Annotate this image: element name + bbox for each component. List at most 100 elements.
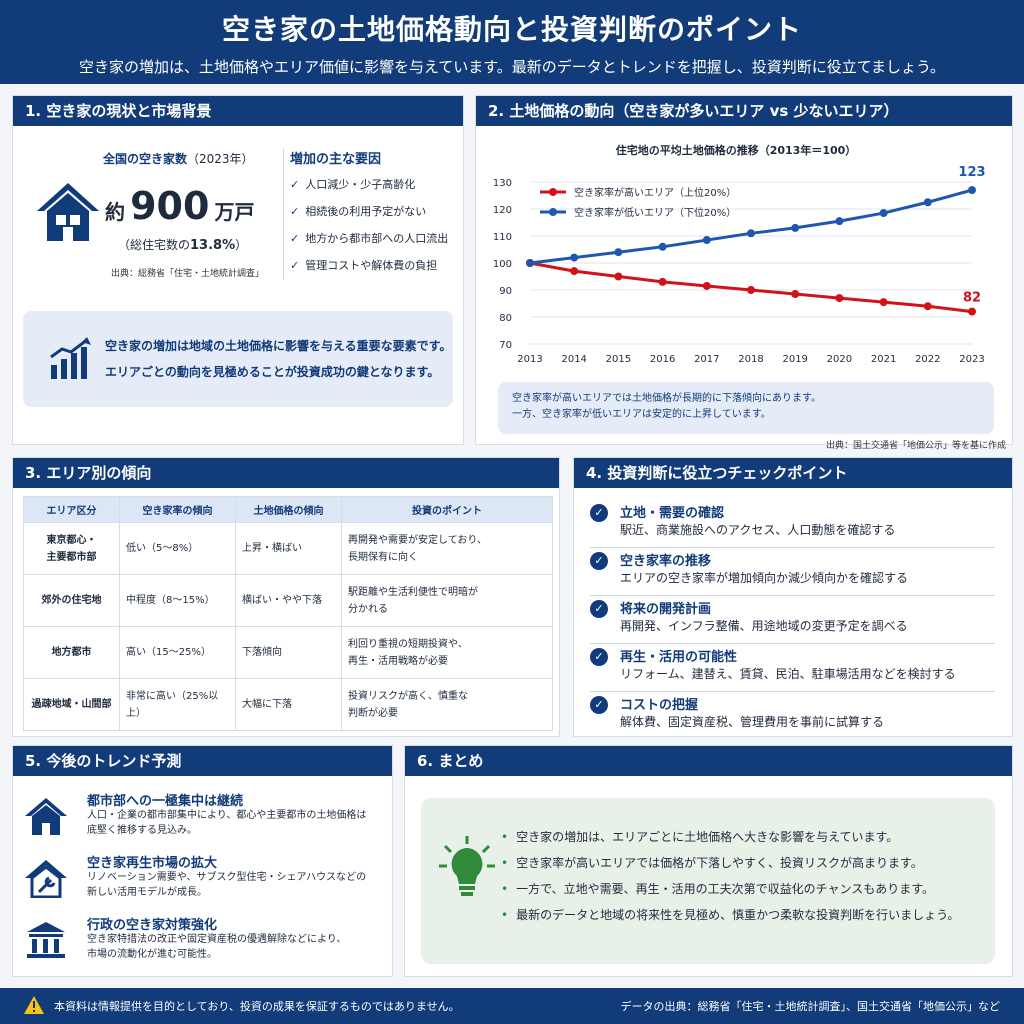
- divider: [283, 148, 284, 280]
- legend-marker: [549, 208, 557, 216]
- data-point: [791, 290, 800, 299]
- factor-item: ✓ 地方から都市部への人口流出: [290, 231, 460, 258]
- stat-unit: 万戸: [214, 200, 255, 224]
- trend-desc: リノベーション需要や、サブスク型住宅・シェアハウスなどの: [87, 872, 367, 883]
- point-cell: 駅距離や生活利便性で明暗が 分かれる: [341, 574, 553, 627]
- section-heading: 4. 投資判断に役立つチェックポイント: [574, 458, 1012, 488]
- data-point: [835, 294, 844, 303]
- data-point: [702, 281, 711, 290]
- area-cell: 東京都心・ 主要都市部: [23, 522, 120, 575]
- checkpoint-desc: 駅近、商業施設へのアクセス、人口動態を確認する: [620, 523, 896, 537]
- check-circle-icon: ✓: [590, 648, 608, 666]
- section-land-price-trend: 2. 土地価格の動向（空き家が多いエリア vs 少ないエリア） 住宅地の平均土地…: [475, 95, 1013, 451]
- section-heading: 1. 空き家の現状と市場背景: [13, 96, 463, 126]
- table-header-row: エリア区分 空き家率の傾向 土地価格の傾向 投資のポイント: [23, 496, 553, 523]
- section-heading: 3. エリア別の傾向: [13, 458, 559, 488]
- area-cell: 過疎地域・山間部: [23, 678, 120, 731]
- data-point: [570, 253, 579, 262]
- factor-item: ✓ 人口減少・少子高齢化: [290, 177, 460, 204]
- trend-title: 都市部への一極集中は継続: [87, 794, 244, 809]
- section-market-background: 1. 空き家の現状と市場背景 全国の空き家数（2023年） 約 900 万戸 （…: [12, 95, 464, 445]
- data-source-text: データの出典：総務省「住宅・土地統計調査」、国土交通省「地価公示」など: [620, 1000, 1001, 1013]
- table-row: 郊外の住宅地 中程度（8〜15%） 横ばい・やや下落 駅距離や生活利便性で明暗が…: [23, 574, 553, 627]
- section-heading: 6. まとめ: [405, 746, 1012, 776]
- stat-ratio-end: ）: [235, 238, 248, 252]
- point-cell: 利回り重視の短期投資や、 再生・活用戦略が必要: [341, 626, 553, 679]
- note-line: 空き家率が高いエリアでは土地価格が長期的に下落傾向にあります。: [512, 393, 821, 404]
- summary-item: 最新のデータと地域の将来性を見極め、慎重かつ柔軟な投資判断を行いましょう。: [501, 906, 959, 932]
- column-header: エリア区分: [23, 496, 120, 523]
- x-tick-label: 2017: [694, 354, 719, 365]
- checkpoint-desc: 再開発、インフラ整備、用途地域の変更予定を調べる: [620, 619, 908, 633]
- stat-ratio: 13.8%: [190, 238, 236, 253]
- checkpoint-item: ✓ 空き家率の推移 エリアの空き家率が増加傾向か減少傾向かを確認する: [590, 548, 995, 596]
- data-point: [791, 223, 800, 232]
- stat-year: （2023年）: [187, 152, 254, 166]
- price-cell: 下落傾向: [235, 626, 342, 679]
- summary-box: 空き家の増加は、エリアごとに土地価格へ大きな影響を与えています。 空き家率が高い…: [421, 798, 995, 964]
- price-cell: 大幅に下落: [235, 678, 342, 731]
- legend-label: 空き家率が高いエリア（上位20%）: [574, 186, 736, 199]
- data-point: [658, 242, 667, 251]
- y-tick-label: 70: [499, 340, 512, 351]
- factor-label: 相続後の利用予定がない: [305, 205, 427, 218]
- checkpoint-title: 再生・活用の可能性: [620, 650, 738, 665]
- trend-note: 空き家率が高いエリアでは土地価格が長期的に下落傾向にあります。 一方、空き家率が…: [498, 382, 994, 434]
- x-tick-label: 2022: [915, 354, 940, 365]
- check-circle-icon: ✓: [590, 504, 608, 522]
- point-cell: 投資リスクが高く、慎重な 判断が必要: [341, 678, 553, 731]
- checkpoint-desc: 解体費、固定資産税、管理費用を事前に試算する: [620, 715, 885, 729]
- checkpoint-title: 将来の開発計画: [620, 602, 712, 617]
- column-header: 投資のポイント: [341, 496, 553, 523]
- data-point: [614, 272, 623, 281]
- y-tick-label: 120: [493, 205, 512, 216]
- summary-item: 空き家率が高いエリアでは価格が下落しやすく、投資リスクが高まります。: [501, 854, 959, 880]
- checkpoint-item: ✓ 立地・需要の確認 駅近、商業施設へのアクセス、人口動態を確認する: [590, 500, 995, 548]
- price-cell: 横ばい・やや下落: [235, 574, 342, 627]
- stat-prefix: 約: [105, 200, 125, 224]
- trend-title: 行政の空き家対策強化: [87, 918, 218, 933]
- house-repair-icon: [25, 860, 67, 898]
- data-point: [923, 198, 932, 207]
- factor-item: ✓ 管理コストや解体費の負担: [290, 258, 460, 285]
- x-tick-label: 2015: [606, 354, 631, 365]
- chart-source: 出典：国土交通省「地価公示」等を基に作成: [825, 441, 1006, 451]
- trend-desc: 底堅く推移する見込み。: [87, 825, 197, 836]
- data-point: [570, 267, 579, 276]
- data-point: [968, 186, 976, 195]
- checkpoint-item: ✓ 再生・活用の可能性リフォーム、建替え、賃貸、民泊、駐車場活用などを検討する: [590, 644, 995, 692]
- rate-cell: 高い（15〜25%）: [119, 626, 236, 679]
- note-line: 一方、空き家率が低いエリアは安定的に上昇しています。: [512, 409, 771, 420]
- disclaimer-text: 本資料は情報提供を目的としており、投資の成果を保証するものではありません。: [54, 1000, 460, 1013]
- section-checkpoints: 4. 投資判断に役立つチェックポイント ✓ 立地・需要の確認 駅近、商業施設へのアク…: [573, 457, 1013, 737]
- house-icon: [37, 183, 99, 241]
- price-cell: 上昇・横ばい: [235, 522, 342, 575]
- trend-item: 空き家再生市場の拡大 リノベーション需要や、サブスク型住宅・シェアハウスなどの新…: [23, 852, 388, 916]
- summary-item: 一方で、立地や需要、再生・活用の工夫次第で収益化のチャンスもあります。: [501, 880, 959, 906]
- trend-desc: 新しい活用モデルが成長。: [87, 887, 207, 898]
- data-point: [747, 229, 755, 238]
- x-tick-label: 2020: [827, 354, 852, 365]
- y-tick-label: 80: [499, 313, 512, 324]
- legend-label: 空き家率が低いエリア（下位20%）: [574, 206, 736, 219]
- trend-desc: 空き家特措法の改正や固定資産税の優遇解除などにより、: [87, 934, 347, 945]
- market-note: 空き家の増加は地域の土地価格に影響を与える重要な要素です。 エリアごとの動向を見…: [23, 311, 453, 407]
- check-circle-icon: ✓: [590, 552, 608, 570]
- column-header: 空き家率の傾向: [119, 496, 236, 523]
- increase-factors: 増加の主な要因 ✓ 人口減少・少子高齢化 ✓ 相続後の利用予定がない ✓ 地方から都市…: [290, 148, 460, 285]
- checkpoint-desc: リフォーム、建替え、賃貸、民泊、駐車場活用などを検討する: [620, 667, 956, 681]
- end-value-label: 82: [963, 291, 981, 306]
- house-icon: [25, 798, 67, 835]
- check-circle-icon: ✓: [590, 600, 608, 618]
- checkpoint-item: ✓ コストの把握 解体費、固定資産税、管理費用を事前に試算する: [590, 692, 995, 740]
- chart-title: 住宅地の平均土地価格の推移（2013年＝100）: [616, 143, 857, 157]
- stat-ratio-label: （総住宅数の: [118, 238, 191, 252]
- summary-list: 空き家の増加は、エリアごとに土地価格へ大きな影響を与えています。 空き家率が高い…: [501, 828, 959, 932]
- column-header: 土地価格の傾向: [235, 496, 342, 523]
- area-cell: 地方都市: [23, 626, 120, 679]
- vacant-house-stat: 全国の空き家数（2023年） 約 900 万戸 （総住宅数の13.8%） 出典：…: [23, 146, 278, 281]
- area-trend-table: エリア区分 空き家率の傾向 土地価格の傾向 投資のポイント 東京都心・ 主要都市部…: [23, 496, 553, 731]
- stat-source: 出典：総務省「住宅・土地統計調査」: [111, 269, 265, 279]
- lightbulb-icon: [439, 836, 495, 896]
- trend-desc: 人口・企業の都市部集中により、都心や主要都市の土地価格は: [87, 810, 367, 821]
